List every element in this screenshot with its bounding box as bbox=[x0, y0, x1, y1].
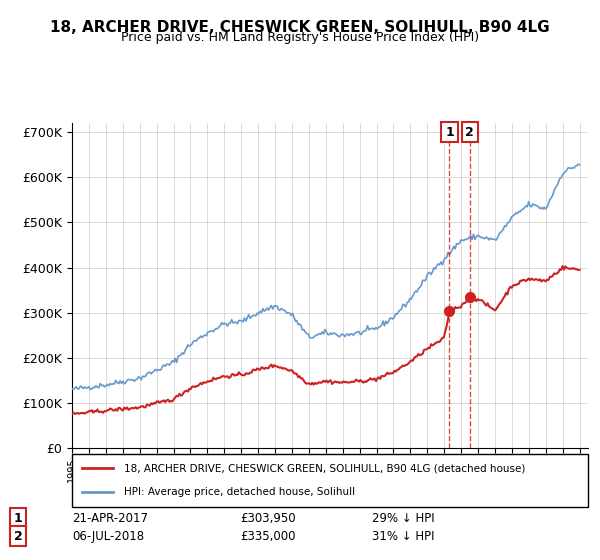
Text: 1: 1 bbox=[445, 126, 454, 139]
Text: £303,950: £303,950 bbox=[240, 512, 296, 525]
Text: £335,000: £335,000 bbox=[240, 530, 296, 543]
Text: 1: 1 bbox=[14, 512, 22, 525]
Text: 29% ↓ HPI: 29% ↓ HPI bbox=[372, 512, 434, 525]
Text: 06-JUL-2018: 06-JUL-2018 bbox=[72, 530, 144, 543]
Text: 21-APR-2017: 21-APR-2017 bbox=[72, 512, 148, 525]
Text: 2: 2 bbox=[466, 126, 474, 139]
Text: 2: 2 bbox=[14, 530, 22, 543]
Text: 18, ARCHER DRIVE, CHESWICK GREEN, SOLIHULL, B90 4LG: 18, ARCHER DRIVE, CHESWICK GREEN, SOLIHU… bbox=[50, 20, 550, 35]
FancyBboxPatch shape bbox=[72, 454, 588, 507]
Text: Price paid vs. HM Land Registry's House Price Index (HPI): Price paid vs. HM Land Registry's House … bbox=[121, 31, 479, 44]
Text: HPI: Average price, detached house, Solihull: HPI: Average price, detached house, Soli… bbox=[124, 487, 355, 497]
Text: 31% ↓ HPI: 31% ↓ HPI bbox=[372, 530, 434, 543]
Text: 18, ARCHER DRIVE, CHESWICK GREEN, SOLIHULL, B90 4LG (detached house): 18, ARCHER DRIVE, CHESWICK GREEN, SOLIHU… bbox=[124, 464, 525, 474]
